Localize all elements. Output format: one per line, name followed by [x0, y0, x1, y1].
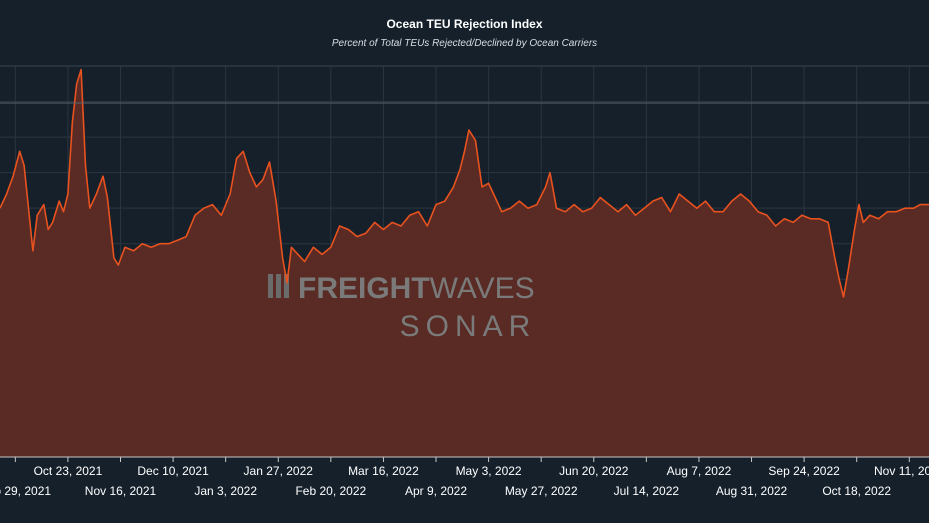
- x-tick-label: Feb 20, 2022: [295, 484, 366, 498]
- chart-subtitle: Percent of Total TEUs Rejected/Declined …: [331, 38, 598, 49]
- series-line: [0, 68, 929, 298]
- x-tick-label: Aug 7, 2022: [667, 464, 732, 478]
- svg-text:FREIGHTWAVES: FREIGHTWAVES: [298, 272, 535, 305]
- chart-title: Ocean TEU Rejection Index: [386, 17, 543, 31]
- x-tick-label: Jun 20, 2022: [559, 464, 629, 478]
- watermark-brand-bold: FREIGHT: [298, 272, 430, 305]
- x-tick-label: Jan 27, 2022: [244, 464, 314, 478]
- x-tick-label: Sep 24, 2022: [768, 464, 840, 478]
- x-tick-label: Dec 10, 2021: [137, 464, 209, 478]
- x-tick-label: Nov 16, 2021: [85, 484, 157, 498]
- x-tick-label: Sep 29, 2021: [0, 484, 51, 498]
- series-area-fill: [0, 69, 929, 457]
- x-tick-label: Nov 11, 2022: [874, 464, 929, 478]
- x-tick-label: May 27, 2022: [505, 484, 578, 498]
- watermark-product: SONAR: [400, 310, 537, 343]
- x-tick-label: May 3, 2022: [456, 464, 522, 478]
- x-tick-label: Mar 16, 2022: [348, 464, 419, 478]
- x-tick-label: Apr 9, 2022: [405, 484, 467, 498]
- x-axis-tick-labels: Oct 23, 2021 Dec 10, 2021 Jan 27, 2022 Mar …: [0, 464, 929, 498]
- x-axis-ticks: [14, 457, 910, 462]
- x-tick-label: Oct 23, 2021: [34, 464, 103, 478]
- x-tick-label: Jul 14, 2022: [614, 484, 680, 498]
- x-tick-label: Jan 3, 2022: [194, 484, 257, 498]
- x-tick-label: Aug 31, 2022: [716, 484, 788, 498]
- freightwaves-sonar-watermark: FREIGHTWAVES SONAR: [268, 272, 537, 343]
- x-tick-label: Oct 18, 2022: [822, 484, 891, 498]
- watermark-brand-light: WAVES: [430, 272, 535, 305]
